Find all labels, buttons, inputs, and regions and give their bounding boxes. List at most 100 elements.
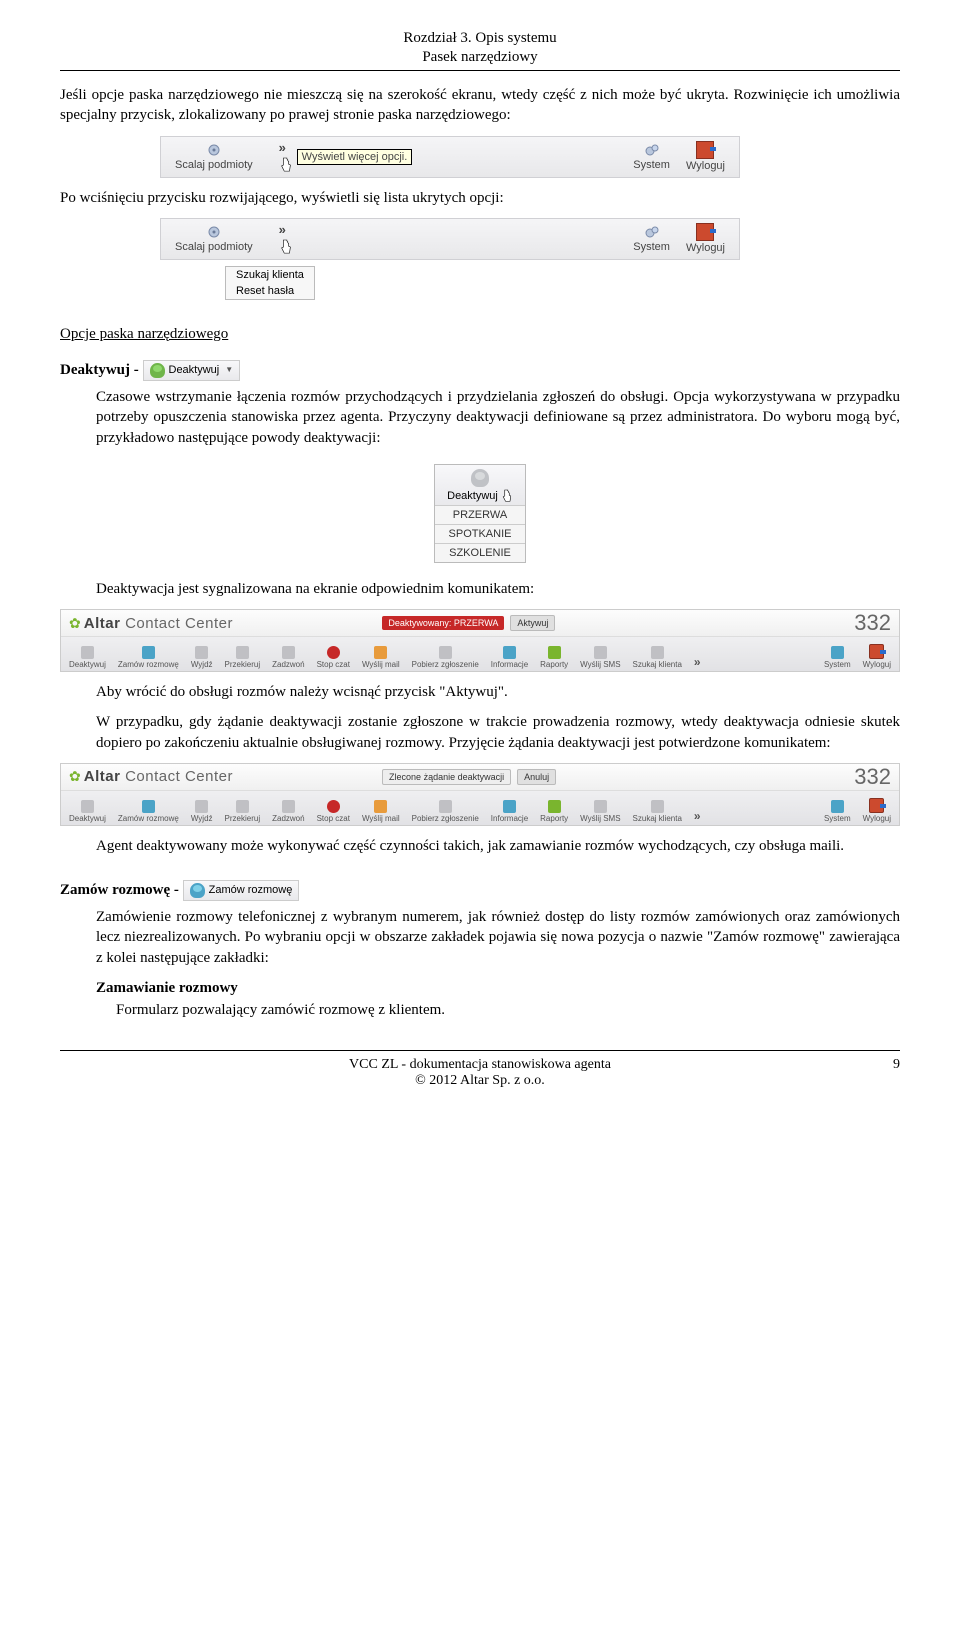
menu-option[interactable]: SZKOLENIE	[435, 543, 526, 562]
toolbar-item[interactable]: System	[820, 644, 855, 671]
deaktywuj-button[interactable]: Deaktywuj ▼	[143, 360, 241, 381]
toolbar-item[interactable]: Wyjdź	[187, 644, 217, 671]
toolbar-icon	[594, 646, 607, 659]
expand-button[interactable]: »	[279, 140, 293, 173]
toolbar-item[interactable]: Informacje	[487, 798, 532, 825]
toolbar-item[interactable]: Wyślij mail	[358, 644, 404, 671]
toolbar-item[interactable]: »	[690, 653, 705, 671]
toolbar-item-system[interactable]: System	[633, 224, 670, 253]
menu-header[interactable]: Deaktywuj	[435, 465, 526, 505]
toolbar-label: Zamów rozmowę	[118, 660, 179, 669]
button-text: Zamów rozmowę	[209, 883, 293, 898]
toolbar-item[interactable]: Zadzwoń	[268, 644, 308, 671]
toolbar-item[interactable]: Pobierz zgłoszenie	[408, 644, 483, 671]
toolbar-label: Przekieruj	[225, 814, 261, 823]
toolbar-item[interactable]: Stop czat	[313, 798, 354, 825]
paragraph-1: Jeśli opcje paska narzędziowego nie mies…	[60, 85, 900, 126]
toolbar-item[interactable]: Wyloguj	[859, 796, 895, 825]
toolbar-icon	[142, 646, 155, 659]
toolbar-label: Zadzwoń	[272, 814, 304, 823]
toolbar-icon	[869, 798, 884, 813]
toolbar-item[interactable]: Przekieruj	[221, 798, 265, 825]
deaktywuj-menu: Deaktywuj PRZERWA SPOTKANIE SZKOLENIE	[434, 464, 527, 563]
toolbar-label: System	[824, 660, 851, 669]
toolbar-item[interactable]: Szukaj klienta	[629, 798, 686, 825]
toolbar-label: Pobierz zgłoszenie	[412, 660, 479, 669]
expand-button[interactable]: »	[279, 222, 293, 255]
toolbar-item[interactable]: System	[820, 798, 855, 825]
toolbar-item[interactable]: Wyślij SMS	[576, 798, 624, 825]
toolbar-label: System	[824, 814, 851, 823]
cursor-hand-icon	[501, 489, 513, 503]
menu-option[interactable]: PRZERWA	[435, 505, 526, 524]
toolbar-icon	[548, 800, 561, 813]
toolbar-item-scalaj[interactable]: Scalaj podmioty	[175, 142, 253, 171]
toolbar-item[interactable]: Pobierz zgłoszenie	[408, 798, 483, 825]
paragraph-3: Deaktywacja jest sygnalizowana na ekrani…	[96, 579, 900, 599]
toolbar-item[interactable]: Informacje	[487, 644, 532, 671]
toolbar-screenshot-1: Scalaj podmioty » Wyświetl więcej opcji.…	[160, 136, 740, 178]
anuluj-button[interactable]: Anuluj	[517, 769, 556, 785]
zamow-heading: Zamów rozmowę - Zamów rozmowę	[60, 880, 900, 901]
toolbar-item[interactable]: Deaktywuj	[65, 644, 110, 671]
toolbar-icon	[374, 800, 387, 813]
app-bar-screenshot-1: ✿ Altar Contact Center Deaktywowany: PRZ…	[60, 609, 900, 672]
toolbar-item[interactable]: Wyślij SMS	[576, 644, 624, 671]
paragraph-5: W przypadku, gdy żądanie deaktywacji zos…	[96, 712, 900, 753]
toolbar-item-scalaj[interactable]: Scalaj podmioty	[175, 224, 253, 253]
toolbar-item[interactable]: Deaktywuj	[65, 798, 110, 825]
toolbar-icon	[81, 646, 94, 659]
button-text: Deaktywuj	[169, 363, 220, 378]
toolbar-icon	[831, 800, 844, 813]
toolbar-item-system[interactable]: System	[633, 142, 670, 171]
chevron-icon: »	[694, 809, 701, 823]
toolbar-icon	[195, 646, 208, 659]
toolbar-item[interactable]: Zamów rozmowę	[114, 644, 183, 671]
toolbar-icon	[236, 800, 249, 813]
dropdown-item[interactable]: Szukaj klienta	[226, 267, 314, 283]
toolbar-item[interactable]: Wyślij mail	[358, 798, 404, 825]
toolbar-item[interactable]: Stop czat	[313, 644, 354, 671]
toolbar-item[interactable]: Raporty	[536, 798, 572, 825]
dropdown-arrow-icon: ▼	[225, 365, 233, 376]
toolbar-item[interactable]: Szukaj klienta	[629, 644, 686, 671]
dropdown-item[interactable]: Reset hasła	[226, 283, 314, 299]
toolbar-label: Informacje	[491, 814, 528, 823]
page-footer: VCC ZL - dokumentacja stanowiskowa agent…	[60, 1050, 900, 1089]
toolbar-label: Scalaj podmioty	[175, 241, 253, 253]
toolbar-label: Scalaj podmioty	[175, 159, 253, 171]
agent-number: 332	[854, 764, 891, 790]
zamow-button[interactable]: Zamów rozmowę	[183, 880, 300, 901]
toolbar-item[interactable]: Wyjdź	[187, 798, 217, 825]
toolbar-item[interactable]: Zamów rozmowę	[114, 798, 183, 825]
toolbar-item[interactable]: Wyloguj	[859, 642, 895, 671]
status-badge: Zlecone żądanie deaktywacji	[382, 769, 511, 785]
app-bar-screenshot-2: ✿ Altar Contact Center Zlecone żądanie d…	[60, 763, 900, 826]
toolbar-icon	[282, 800, 295, 813]
aktywuj-button[interactable]: Aktywuj	[510, 615, 555, 631]
toolbar-icon	[651, 800, 664, 813]
toolbar-item[interactable]: »	[690, 807, 705, 825]
toolbar-item[interactable]: Raporty	[536, 644, 572, 671]
toolbar-item[interactable]: Zadzwoń	[268, 798, 308, 825]
toolbar-icon	[869, 644, 884, 659]
toolbar-label: Deaktywuj	[69, 660, 106, 669]
toolbar-label: System	[633, 159, 670, 171]
gear-icon	[206, 142, 222, 158]
zamawianie-title: Zamawianie rozmowy	[96, 978, 900, 998]
deaktywuj-label: Deaktywuj -	[60, 362, 143, 378]
cursor-hand-icon	[279, 157, 293, 173]
toolbar-item-wyloguj[interactable]: Wyloguj	[686, 223, 725, 254]
paragraph-2: Po wciśnięciu przycisku rozwijającego, w…	[60, 188, 900, 208]
toolbar-item[interactable]: Przekieruj	[221, 644, 265, 671]
logout-icon	[696, 141, 714, 159]
toolbar-icon	[831, 646, 844, 659]
toolbar-label: Wyloguj	[863, 660, 891, 669]
toolbar-icon	[195, 800, 208, 813]
toolbar-icon	[439, 646, 452, 659]
agent-number: 332	[854, 610, 891, 636]
toolbar-label: Szukaj klienta	[633, 814, 682, 823]
deaktywuj-heading: Deaktywuj - Deaktywuj ▼	[60, 360, 900, 381]
menu-option[interactable]: SPOTKANIE	[435, 524, 526, 543]
toolbar-item-wyloguj[interactable]: Wyloguj	[686, 141, 725, 172]
